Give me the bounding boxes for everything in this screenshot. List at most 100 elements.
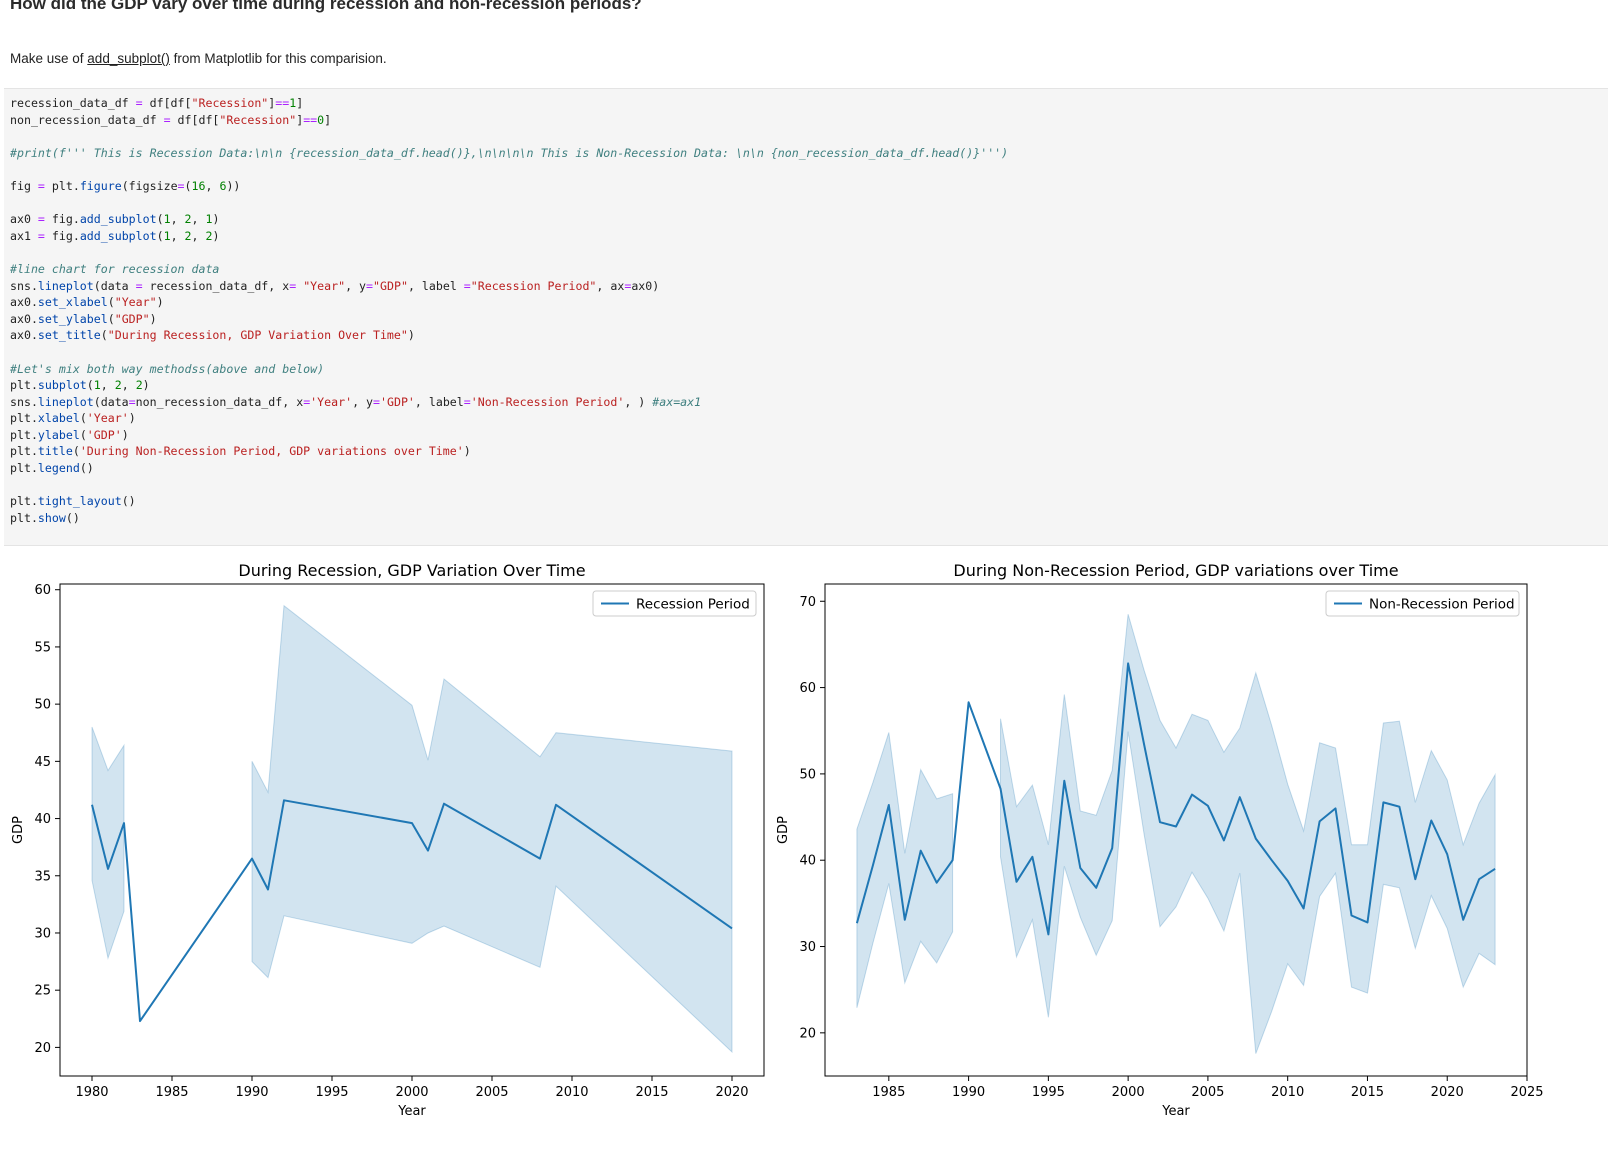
code-token: 2 xyxy=(114,378,122,393)
code-token: 2 xyxy=(135,378,143,393)
code-token: #line chart for recession data xyxy=(10,261,220,276)
code-token: subplot xyxy=(37,378,87,393)
y-tick-label: 60 xyxy=(799,681,816,696)
y-tick-label: 50 xyxy=(34,698,51,713)
code-token: plt. xyxy=(10,461,38,476)
series-line xyxy=(855,662,1496,936)
code-token: , label xyxy=(414,394,464,409)
y-tick-label: 20 xyxy=(799,1026,816,1041)
code-token: add_subplot xyxy=(79,228,157,243)
code-token: legend xyxy=(37,461,80,476)
code-token: ( xyxy=(184,178,192,193)
code-token: ( xyxy=(156,212,164,227)
y-axis-label: GDP xyxy=(776,816,791,844)
code-token: set_xlabel xyxy=(37,295,108,310)
code-token: 2 xyxy=(184,228,192,243)
code-token: , ax xyxy=(596,278,625,293)
code-token: "GDP" xyxy=(373,278,408,293)
legend-box xyxy=(1325,590,1520,617)
code-token: , xyxy=(191,212,206,227)
x-tick-label: 2015 xyxy=(1351,1085,1384,1100)
code-token: ( xyxy=(100,328,108,343)
axes-frame xyxy=(824,583,1528,1077)
confidence-band xyxy=(251,604,733,1054)
x-tick-label: 2025 xyxy=(1510,1085,1543,1100)
code-token: ax0) xyxy=(631,278,660,293)
code-line: #print(f''' This is Recession Data:\n\n … xyxy=(10,146,1008,160)
code-token: , xyxy=(170,212,185,227)
code-line: plt.subplot(1, 2, 2) xyxy=(10,378,150,392)
code-token: ) xyxy=(463,444,471,459)
code-token: = xyxy=(163,112,171,127)
y-tick-label: 30 xyxy=(799,940,816,955)
code-line: ax0.set_ylabel("GDP") xyxy=(10,312,157,326)
code-line: plt.ylabel('GDP') xyxy=(10,428,129,442)
code-token: (figsize xyxy=(121,178,178,193)
code-token: 'Year' xyxy=(310,394,353,409)
x-tick-label: 1980 xyxy=(75,1085,108,1100)
x-tick-label: 2005 xyxy=(1191,1085,1224,1100)
code-token: ( xyxy=(86,378,94,393)
code-token: 'Year' xyxy=(86,411,129,426)
x-tick-label: 2000 xyxy=(395,1085,428,1100)
add-subplot-link[interactable]: add_subplot() xyxy=(87,51,170,66)
code-token: 1 xyxy=(205,212,213,227)
chart-2: 1985 1990 1995 2000 2005 2010 2015 2020 20252030… xyxy=(776,561,1544,1119)
code-token: ] xyxy=(324,112,332,127)
y-tick-label: 40 xyxy=(799,854,816,869)
legend-label: Recession Period xyxy=(636,597,750,613)
code-cell[interactable]: recession_data_df = df[df["Recession"]==… xyxy=(4,88,1608,546)
code-token: , y xyxy=(345,278,367,293)
code-token: fig. xyxy=(44,228,80,243)
code-token: , label xyxy=(407,278,464,293)
code-token: 2 xyxy=(205,228,213,243)
code-token: = xyxy=(303,394,311,409)
paragraph-text-before: Make use of xyxy=(10,51,88,66)
code-token: , xyxy=(170,228,185,243)
confidence-band xyxy=(91,726,125,960)
x-tick-label: 1985 xyxy=(155,1085,188,1100)
code-token: plt. xyxy=(44,178,80,193)
code-token: () xyxy=(79,461,94,476)
code-token: , xyxy=(205,178,220,193)
x-tick-label: 1995 xyxy=(1032,1085,1065,1100)
code-line: sns.lineplot(data = recession_data_df, x… xyxy=(10,279,659,293)
code-token: set_ylabel xyxy=(37,311,108,326)
code-token: 'Non-Recession Period' xyxy=(470,394,625,409)
code-token: xlabel xyxy=(37,411,80,426)
code-token: 'During Non-Recession Period, GDP variat… xyxy=(79,444,464,459)
code-token: = xyxy=(177,178,185,193)
confidence-band xyxy=(1000,614,1496,1054)
code-line: plt.legend() xyxy=(10,461,94,475)
y-tick-label: 25 xyxy=(34,984,51,999)
code-token: ax0. xyxy=(10,295,38,310)
confidence-band xyxy=(856,732,954,1008)
code-token: ax1 xyxy=(10,228,38,243)
y-axis-label: GDP xyxy=(11,816,26,844)
x-axis-label: Year xyxy=(1161,1104,1190,1119)
code-line: ax1 = fig.add_subplot(1, 2, 2) xyxy=(10,229,219,243)
code-token: fig xyxy=(10,178,38,193)
code-token: ] xyxy=(296,112,304,127)
code-line: #line chart for recession data xyxy=(10,262,219,276)
x-tick-label: 2010 xyxy=(1271,1085,1304,1100)
code-token: figure xyxy=(79,178,122,193)
code-token: sns. xyxy=(10,278,38,293)
chart-1: 1980 1985 1990 1995 2000 2005 2010 2015 20202025… xyxy=(11,561,765,1119)
code-token: ( xyxy=(79,427,87,442)
code-token: = xyxy=(128,394,136,409)
legend: Non-Recession Period xyxy=(1325,590,1520,617)
code-line: recession_data_df = df[df["Recession"]==… xyxy=(10,96,303,110)
code-token: ( xyxy=(79,411,87,426)
x-tick-label: 2020 xyxy=(1431,1085,1464,1100)
series-line xyxy=(91,799,733,1023)
y-tick-label: 20 xyxy=(34,1041,51,1056)
y-tick-label: 50 xyxy=(799,767,816,782)
code-token: , xyxy=(100,378,115,393)
code-token: df[df[ xyxy=(170,112,220,127)
x-tick-label: 1990 xyxy=(952,1085,985,1100)
code-token: sns. xyxy=(10,394,38,409)
code-editor[interactable]: recession_data_df = df[df["Recession"]==… xyxy=(4,89,1608,526)
y-tick-label: 55 xyxy=(34,640,51,655)
code-token: ) xyxy=(121,427,129,442)
